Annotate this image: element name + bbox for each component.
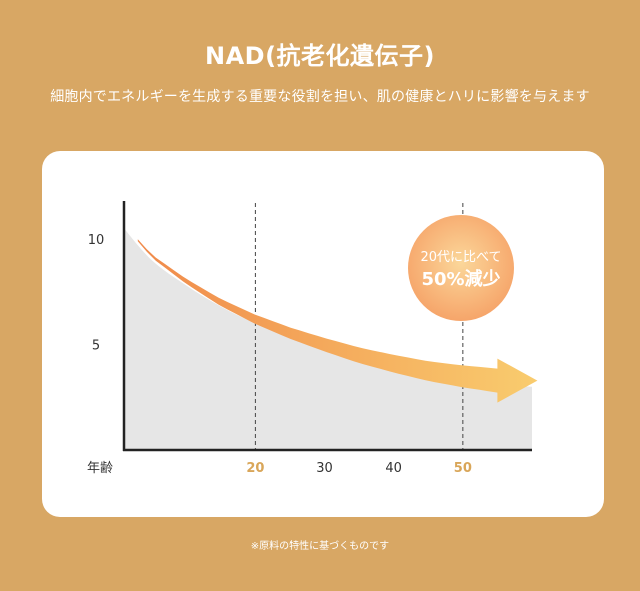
- callout-line2: 50%減少: [421, 268, 500, 290]
- callout-line1: 20代に比べて: [420, 250, 501, 265]
- footnote: ※原料の特性に基づくものです: [250, 541, 390, 552]
- y-tick-label: 5: [92, 339, 100, 354]
- chart-card: 10 5 20 30 40 50 年齢 20代に比べて 50%減少: [42, 151, 604, 517]
- trend-arrow: [137, 239, 538, 403]
- x-tick-label: 20: [246, 461, 264, 476]
- y-tick-label: 10: [88, 233, 105, 248]
- page-title: NAD(抗老化遺伝子): [204, 42, 436, 70]
- x-axis-label: 年齢: [87, 461, 113, 476]
- x-tick-label: 30: [316, 461, 333, 476]
- callout-circle: [408, 215, 514, 321]
- x-tick-label: 40: [385, 461, 402, 476]
- decline-area: [124, 228, 532, 450]
- page-subtitle: 細胞内でエネルギーを生成する重要な役割を担い、肌の健康とハリに影響を与えます: [50, 89, 590, 105]
- nad-decline-chart: 10 5 20 30 40 50 年齢 20代に比べて 50%減少: [87, 201, 538, 476]
- x-tick-label: 50: [454, 461, 472, 476]
